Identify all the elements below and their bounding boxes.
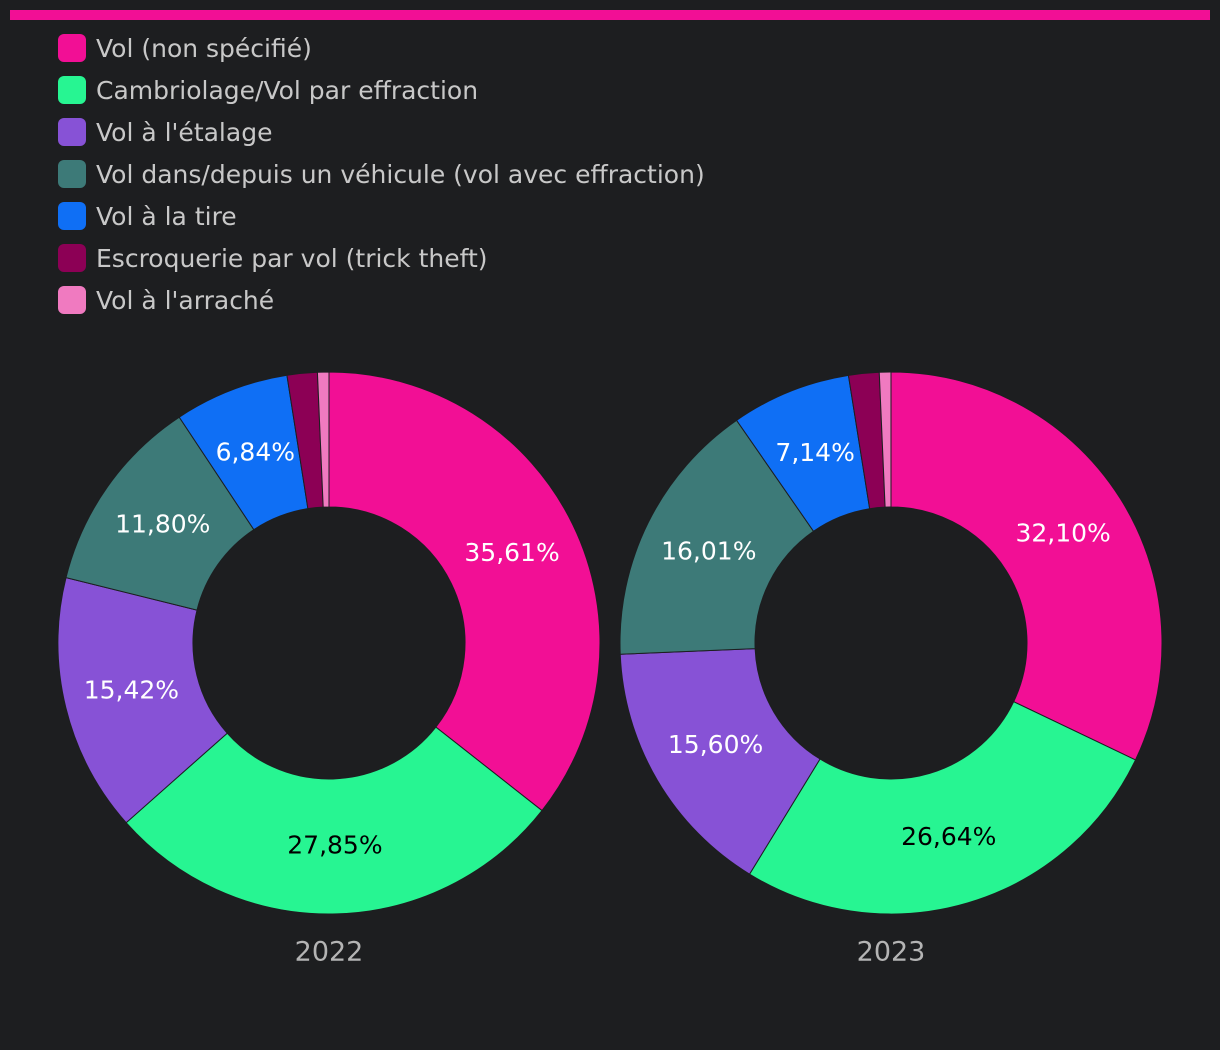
legend-swatch [58,202,86,230]
chart-legend: Vol (non spécifié) Cambriolage/Vol par ef… [58,27,705,321]
legend-label: Vol (non spécifié) [96,33,312,63]
legend-item[interactable]: Vol (non spécifié) [58,27,705,69]
legend-label: Cambriolage/Vol par effraction [96,75,479,105]
legend-item[interactable]: Vol à l'étalage [58,111,705,153]
legend-swatch [58,118,86,146]
donut-slice[interactable] [748,701,1137,915]
slice-data-label: 16,01% [661,536,756,565]
donut-slice[interactable] [57,576,228,824]
legend-item[interactable]: Vol dans/depuis un véhicule (vol avec ef… [58,153,705,195]
slice-data-label: 27,85% [287,830,382,859]
legend-label: Escroquerie par vol (trick theft) [96,243,488,273]
legend-label: Vol dans/depuis un véhicule (vol avec ef… [96,159,705,189]
donut-slice[interactable] [316,371,330,508]
chart-year-label: 2022 [295,937,364,968]
legend-swatch [58,286,86,314]
legend-swatch [58,76,86,104]
slice-data-label: 15,60% [668,730,763,759]
donut-slice[interactable] [619,419,815,655]
legend-swatch [58,244,86,272]
slice-data-label: 7,14% [775,438,854,467]
legend-item[interactable]: Vol à la tire [58,195,705,237]
donut-slice[interactable] [878,371,892,508]
donut-slice[interactable] [328,371,601,812]
legend-label: Vol à l'étalage [96,117,273,147]
legend-item[interactable]: Cambriolage/Vol par effraction [58,69,705,111]
slice-data-label: 15,42% [84,676,179,705]
slice-data-label: 6,84% [216,437,295,466]
donut-chart-2023: 32,10% 26,64% 15,60% 16,01% 7,14% 2023 [619,371,1163,968]
donut-slice[interactable] [890,371,1163,761]
donut-slice[interactable] [125,726,543,915]
legend-item[interactable]: Escroquerie par vol (trick theft) [58,237,705,279]
legend-label: Vol à l'arraché [96,285,275,315]
donut-slice[interactable] [619,648,821,875]
legend-swatch [58,160,86,188]
slice-data-label: 11,80% [115,510,210,539]
slice-data-label: 32,10% [1015,518,1110,547]
legend-swatch [58,34,86,62]
accent-bar [10,10,1210,20]
donut-chart-2022: 35,61% 27,85% 15,42% 11,80% 6,84% 2022 [57,371,601,968]
slice-data-label: 35,61% [464,538,559,567]
slice-data-label: 26,64% [901,822,996,851]
legend-label: Vol à la tire [96,201,237,231]
chart-year-label: 2023 [857,937,926,968]
legend-item[interactable]: Vol à l'arraché [58,279,705,321]
